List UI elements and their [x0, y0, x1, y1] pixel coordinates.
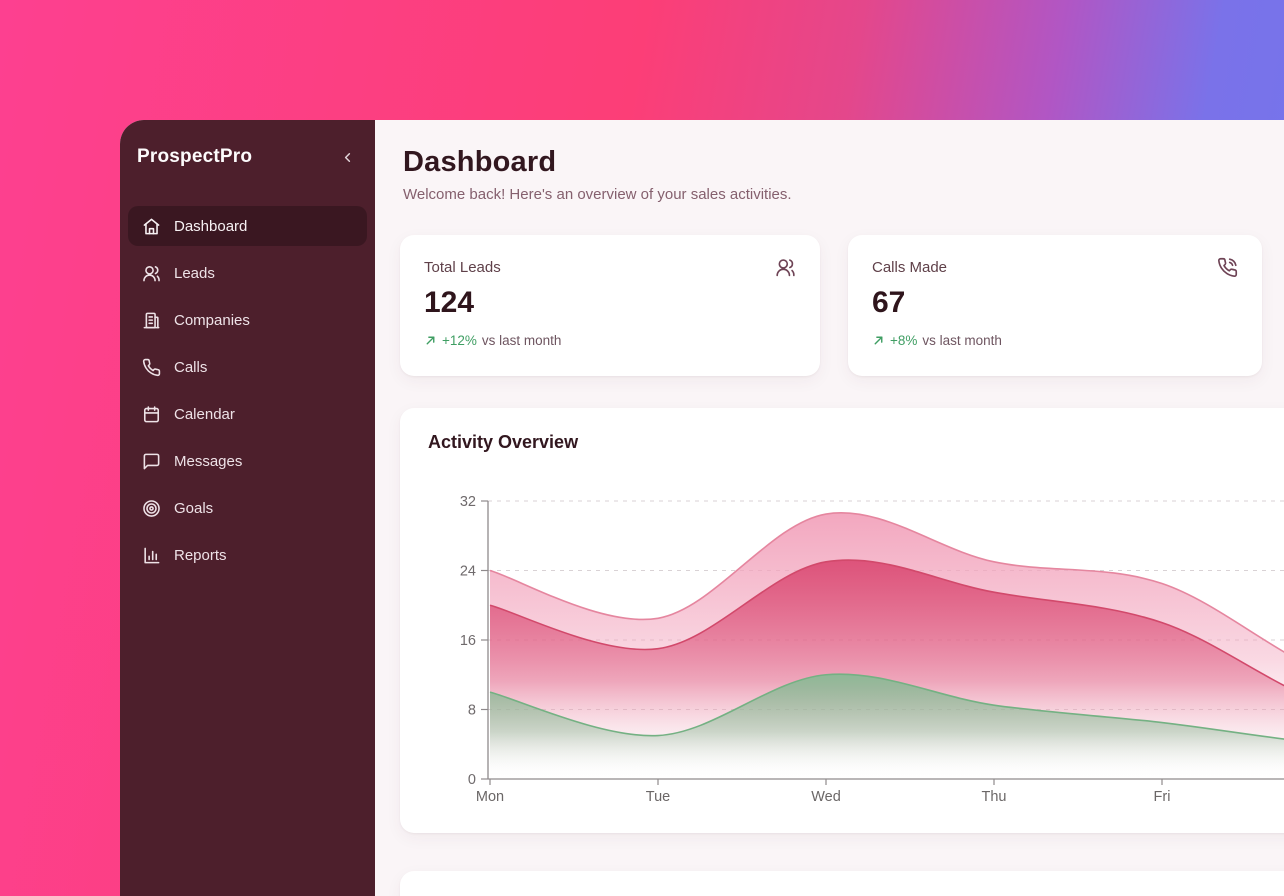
phone-call-icon: [1218, 257, 1238, 277]
stat-value: 67: [872, 286, 906, 319]
activity-overview-card: Activity Overview 32 24 16 8 0 Mon Tue Wed Thu Fr…: [400, 408, 1284, 833]
svg-text:16: 16: [460, 633, 476, 649]
sidebar-header: ProspectPro: [120, 120, 375, 168]
stat-value: 124: [424, 286, 475, 319]
svg-text:32: 32: [460, 494, 476, 510]
sidebar-item-calls[interactable]: Calls: [128, 347, 367, 387]
sidebar-nav: Dashboard Leads Companies Calls Calendar: [128, 206, 367, 582]
sidebar-item-companies[interactable]: Companies: [128, 300, 367, 340]
page-title: Dashboard: [403, 146, 557, 178]
svg-text:Tue: Tue: [646, 789, 670, 805]
trend-up-icon: [872, 334, 885, 347]
svg-text:0: 0: [468, 772, 476, 788]
message-icon: [143, 453, 160, 469]
trend-up-icon: [424, 334, 437, 347]
sidebar-item-calendar[interactable]: Calendar: [128, 394, 367, 434]
target-icon: [143, 499, 160, 517]
svg-text:Mon: Mon: [476, 789, 504, 805]
calendar-icon: [143, 405, 160, 422]
svg-text:Thu: Thu: [982, 789, 1007, 805]
sidebar-item-label: Goals: [174, 499, 214, 517]
phone-icon: [142, 358, 161, 376]
sidebar-item-label: Calendar: [174, 405, 235, 423]
bar-chart-icon: [144, 547, 160, 563]
svg-text:Fri: Fri: [1154, 789, 1171, 805]
svg-text:24: 24: [460, 564, 476, 580]
building-icon: [143, 312, 160, 328]
sidebar-item-reports[interactable]: Reports: [128, 535, 367, 575]
sidebar-item-dashboard[interactable]: Dashboard: [128, 206, 367, 246]
sidebar-item-label: Dashboard: [174, 217, 248, 235]
trend-percent: +8%: [890, 333, 918, 348]
main-content: Dashboard Welcome back! Here's an overvi…: [375, 120, 1284, 896]
trend-suffix: vs last month: [922, 333, 1002, 348]
sidebar-item-label: Calls: [174, 358, 208, 376]
sidebar-collapse-button[interactable]: [338, 148, 357, 167]
chevron-left-icon: [344, 152, 351, 162]
stat-card-calls-made: Calls Made 67 +8% vs last month: [848, 235, 1262, 376]
trend-percent: +12%: [442, 333, 477, 348]
stat-label: Total Leads: [424, 259, 501, 276]
sidebar-item-label: Reports: [174, 546, 227, 564]
home-icon: [143, 218, 160, 234]
page-subtitle: Welcome back! Here's an overview of your…: [403, 186, 792, 203]
users-icon: [776, 259, 795, 277]
app-logo: ProspectPro: [137, 146, 253, 167]
sidebar-item-label: Messages: [174, 452, 243, 470]
stat-trend: +8% vs last month: [872, 333, 1238, 348]
sidebar-item-goals[interactable]: Goals: [128, 488, 367, 528]
stat-trend: +12% vs last month: [424, 333, 796, 348]
sidebar-item-label: Companies: [174, 311, 250, 329]
chart-title: Activity Overview: [428, 432, 579, 452]
stat-card-total-leads: Total Leads 124 +12% vs last month: [400, 235, 820, 376]
app-window: ProspectPro Dashboard Leads Companies: [120, 120, 1284, 896]
stat-label: Calls Made: [872, 259, 948, 276]
svg-text:Wed: Wed: [811, 789, 841, 805]
partial-bottom-card: [400, 871, 1284, 896]
trend-suffix: vs last month: [481, 333, 562, 348]
sidebar: ProspectPro Dashboard Leads Companies: [120, 120, 375, 896]
sidebar-item-label: Leads: [174, 264, 215, 282]
sidebar-item-messages[interactable]: Messages: [128, 441, 367, 481]
page-header: Dashboard Welcome back! Here's an overvi…: [403, 146, 792, 203]
sidebar-item-leads[interactable]: Leads: [128, 253, 367, 293]
svg-text:8: 8: [468, 703, 476, 719]
users-icon: [143, 265, 160, 281]
